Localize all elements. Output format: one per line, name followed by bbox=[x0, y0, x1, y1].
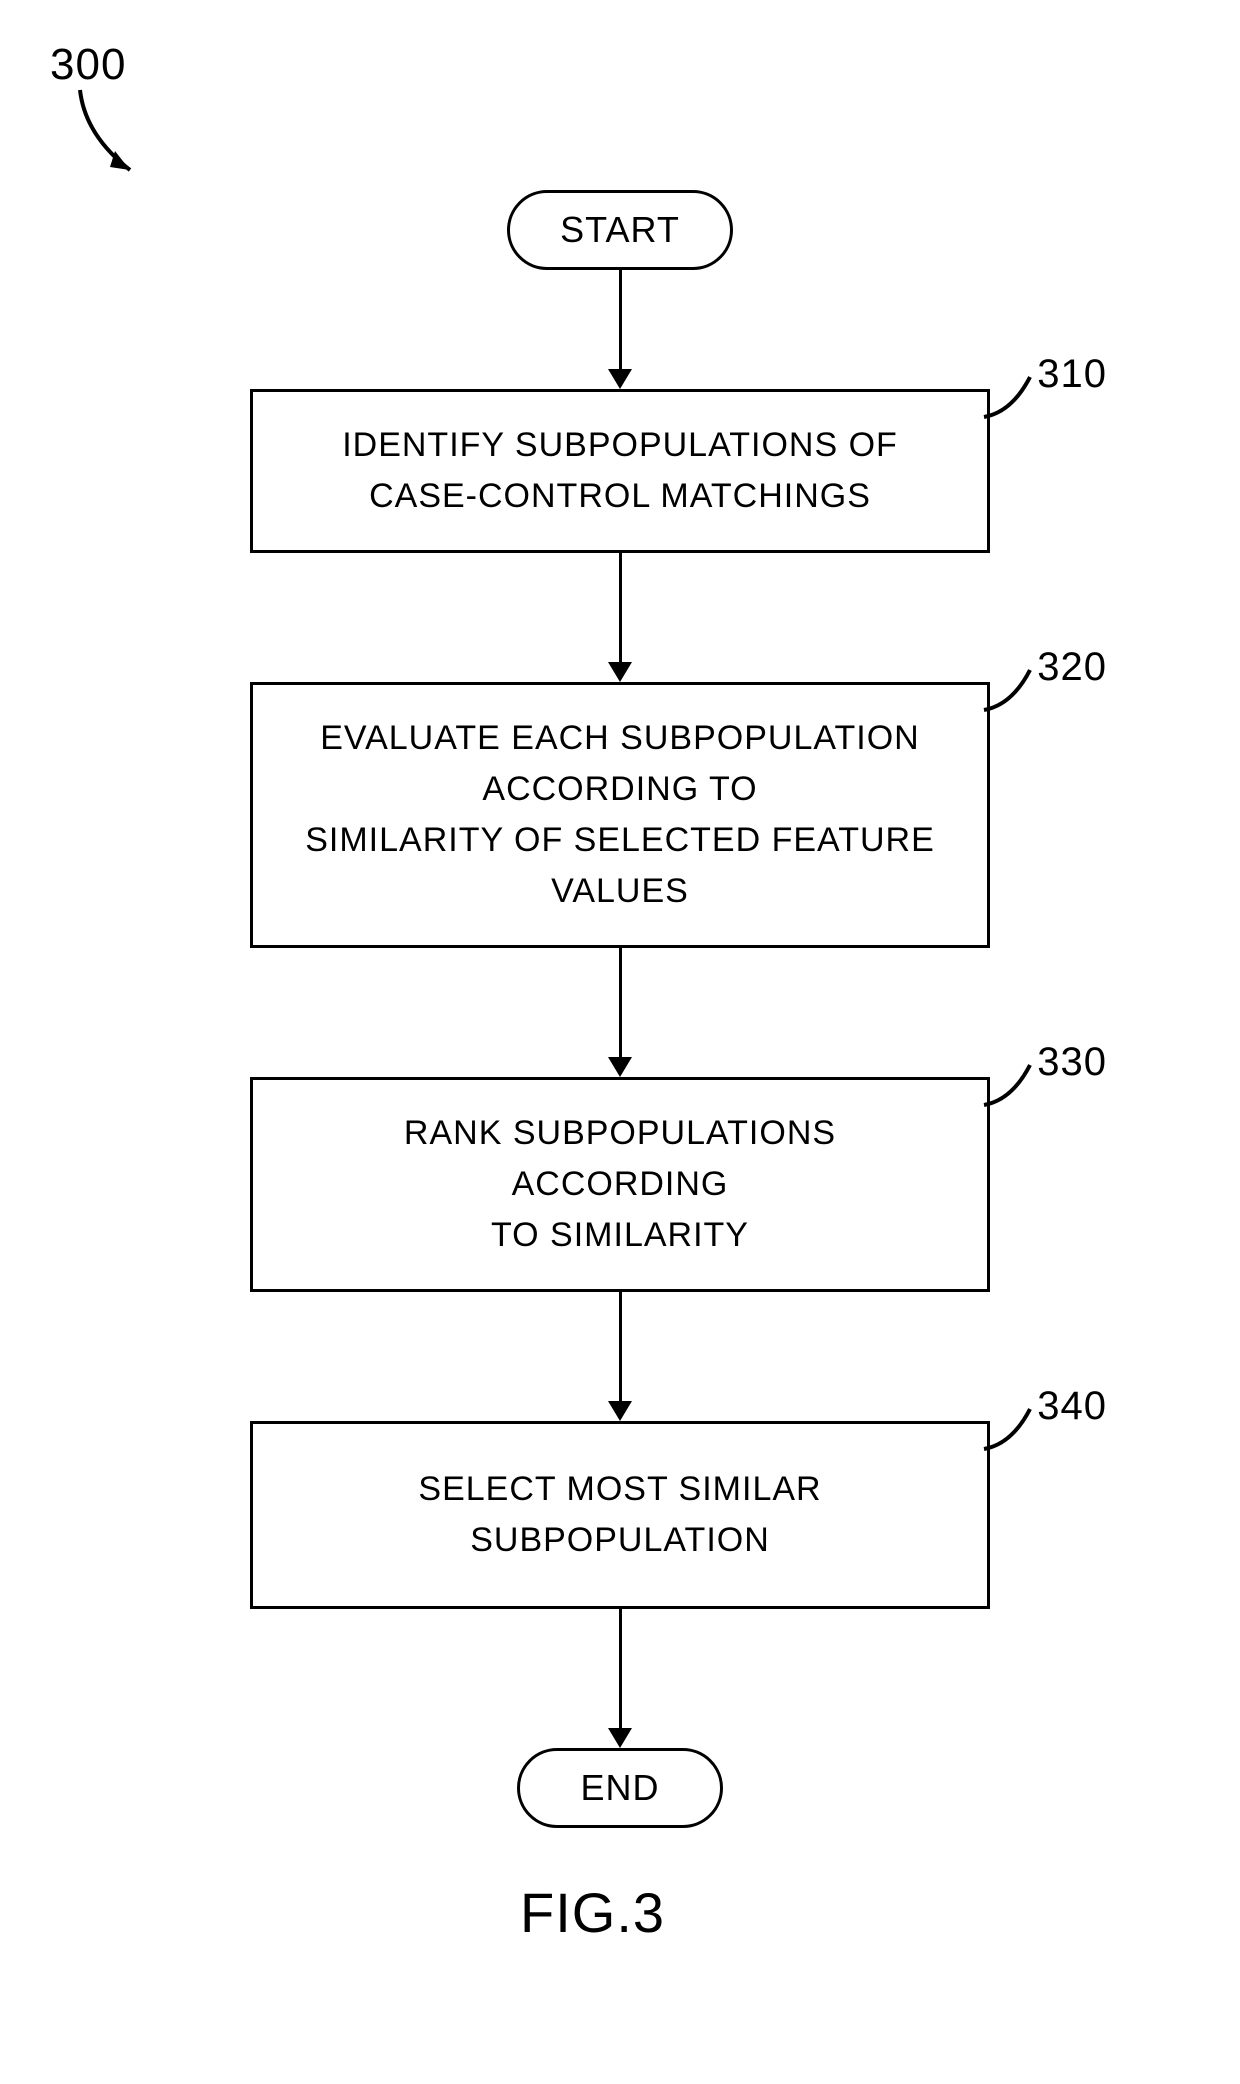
ref-label: 320 bbox=[1037, 637, 1107, 697]
step-text-line: IDENTIFY SUBPOPULATIONS OF bbox=[342, 420, 898, 471]
ref-label: 340 bbox=[1037, 1376, 1107, 1436]
terminal-start: START bbox=[507, 190, 733, 270]
flow-arrow bbox=[608, 553, 632, 682]
step-text-line: SIMILARITY OF SELECTED FEATURE VALUES bbox=[293, 815, 947, 917]
flow-arrow bbox=[608, 270, 632, 389]
step-text-line: CASE-CONTROL MATCHINGS bbox=[369, 471, 871, 522]
flow-arrow bbox=[608, 948, 632, 1077]
ref-connector-icon bbox=[982, 665, 1042, 725]
ref-label: 330 bbox=[1037, 1032, 1107, 1092]
figure-caption: FIG.3 bbox=[520, 1880, 665, 1945]
step-text-line: RANK SUBPOPULATIONS ACCORDING bbox=[293, 1108, 947, 1210]
step-text-line: EVALUATE EACH SUBPOPULATION ACCORDING TO bbox=[293, 713, 947, 815]
flow-arrow bbox=[608, 1609, 632, 1748]
process-step-310: IDENTIFY SUBPOPULATIONS OF CASE-CONTROL … bbox=[250, 389, 990, 553]
step-text-line: SELECT MOST SIMILAR SUBPOPULATION bbox=[293, 1464, 947, 1566]
process-step-330: RANK SUBPOPULATIONS ACCORDING TO SIMILAR… bbox=[250, 1077, 990, 1292]
process-step-320: EVALUATE EACH SUBPOPULATION ACCORDING TO… bbox=[250, 682, 990, 948]
ref-connector-icon bbox=[982, 372, 1042, 432]
ref-label: 310 bbox=[1037, 344, 1107, 404]
figure-number: 300 bbox=[50, 40, 126, 90]
flow-arrow bbox=[608, 1292, 632, 1421]
process-step-340: SELECT MOST SIMILAR SUBPOPULATION 340 bbox=[250, 1421, 990, 1609]
ref-connector-icon bbox=[982, 1404, 1042, 1464]
flowchart: START IDENTIFY SUBPOPULATIONS OF CASE-CO… bbox=[250, 190, 990, 1828]
ref-connector-icon bbox=[982, 1060, 1042, 1120]
figure-arrow-icon bbox=[60, 85, 160, 195]
terminal-end: END bbox=[517, 1748, 722, 1828]
step-text-line: TO SIMILARITY bbox=[491, 1210, 749, 1261]
